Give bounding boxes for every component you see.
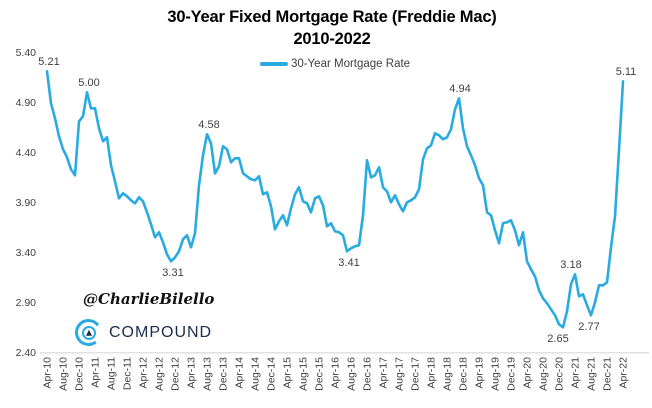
point-label-5.11: 5.11 [616,66,637,78]
x-tick-label: Aug-20 [538,357,550,391]
point-label-2.77: 2.77 [578,321,599,333]
x-tick-label: Dec-10 [74,357,86,391]
logo-inner-ring [81,325,96,340]
point-label-5.21: 5.21 [38,56,59,68]
x-tick-label: Aug-15 [298,357,310,391]
x-tick-label: Dec-19 [506,357,518,391]
point-label-3.31: 3.31 [162,267,183,279]
compound-logo-icon [73,317,104,348]
x-tick-label: Aug-18 [442,357,454,391]
legend: 30-Year Mortgage Rate [10,58,652,70]
point-label-4.58: 4.58 [198,119,219,131]
x-tick-label: Apr-12 [138,357,150,389]
y-tick-label: 4.90 [16,97,37,109]
x-tick-label: Apr-17 [378,357,390,389]
x-tick-label: Aug-13 [202,357,214,391]
x-tick-label: Dec-14 [266,357,278,391]
x-tick-label: Dec-16 [362,357,374,391]
x-tick-label: Dec-20 [554,357,566,391]
point-label-5.00: 5.00 [78,77,99,89]
x-tick-label: Apr-15 [282,357,294,389]
x-tick-label: Aug-19 [490,357,502,391]
legend-label: 30-Year Mortgage Rate [290,58,411,70]
x-tick-label: Aug-14 [250,357,262,391]
x-tick-label: Apr-20 [522,357,534,389]
x-tick-label: Dec-15 [314,357,326,391]
x-tick-label: Dec-11 [122,357,134,390]
y-tick-label: 3.90 [16,197,37,209]
chart-title: 30-Year Fixed Mortgage Rate (Freddie Mac… [167,8,497,26]
point-label-2.65: 2.65 [547,333,568,345]
mortgage-rate-line [45,70,625,329]
x-tick-label: Aug-16 [346,357,358,391]
x-tick-label: Apr-13 [186,357,198,389]
x-tick-label: Aug-21 [586,357,598,391]
chart-subtitle: 2010-2022 [293,30,371,48]
y-tick-label: 4.40 [16,147,37,159]
y-tick-label: 5.40 [16,47,37,59]
point-label-4.94: 4.94 [449,83,470,95]
x-tick-label: Aug-11 [106,357,118,390]
x-tick-label: Apr-21 [570,357,582,389]
compound-brand-text: COMPOUND [109,323,213,341]
compound-brand: COMPOUND [73,317,213,348]
x-tick-label: Dec-12 [170,357,182,391]
x-tick-label: Aug-12 [154,357,166,391]
x-tick-label: Apr-22 [618,357,630,389]
x-tick-label: Dec-21 [602,357,614,391]
x-tick-label: Aug-17 [394,357,406,391]
x-tick-label: Apr-14 [234,357,246,389]
point-label-3.41: 3.41 [338,257,359,269]
x-tick-label: Aug-10 [58,357,70,391]
point-label-3.18: 3.18 [560,259,581,271]
x-tick-label: Apr-16 [330,357,342,389]
twitter-handle-watermark: @CharlieBilello [83,290,215,308]
y-tick-label: 3.40 [16,247,37,259]
x-tick-label: Apr-10 [42,357,54,389]
x-tick-label: Apr-18 [426,357,438,389]
x-tick-label: Dec-13 [218,357,230,391]
y-tick-label: 2.40 [16,347,37,359]
legend-line-swatch [259,62,288,66]
x-tick-label: Dec-18 [458,357,470,391]
x-tick-label: Dec-17 [410,357,422,391]
logo-triangle [85,329,92,336]
x-tick-label: Apr-19 [474,357,486,389]
y-tick-label: 2.90 [16,297,37,309]
x-tick-label: Apr-11 [90,357,102,388]
